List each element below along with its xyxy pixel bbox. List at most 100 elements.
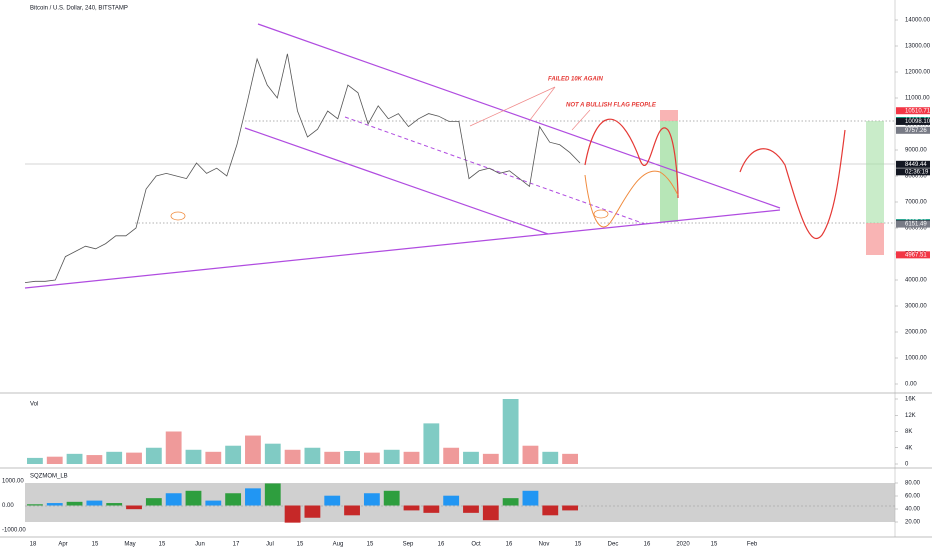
momentum-tick-label: 1000.00 (2, 479, 24, 485)
volume-bar (185, 449, 202, 464)
momentum-bar (423, 505, 440, 513)
momentum-bar (126, 505, 142, 510)
volume-bar (245, 435, 261, 464)
time-tick-label: Sep (403, 542, 414, 548)
time-tick-label: 2020 (676, 542, 690, 548)
target-zone (866, 121, 884, 223)
time-tick-label: 15 (367, 542, 374, 548)
price-tag (896, 220, 930, 228)
price-tag (896, 160, 930, 168)
volume-bar (106, 451, 123, 464)
price-tick-label: 7000.00 (905, 200, 927, 206)
momentum-bar (522, 490, 539, 506)
volume-tick-label: 12K (905, 413, 916, 419)
price-tag (896, 126, 930, 134)
volume-bar (205, 451, 222, 464)
momentum-bar (344, 505, 360, 516)
volume-bar (443, 447, 460, 464)
momentum-bar (66, 501, 83, 506)
momentum-bar (86, 500, 103, 506)
volume-bar (562, 453, 578, 464)
volume-tick-label: 0 (905, 462, 909, 468)
volume-bar (304, 447, 321, 464)
price-tick-label: 8000.00 (905, 174, 927, 180)
price-tick-label: 1000.00 (905, 356, 927, 362)
trendline (24, 209, 781, 289)
price-tick-label: 13000.00 (905, 44, 931, 50)
momentum-bar (324, 495, 341, 506)
time-tick-label: 15 (159, 542, 166, 548)
volume-bar (264, 443, 281, 464)
momentum-bar (264, 483, 281, 506)
chart-title: Bitcoin / U.S. Dollar, 240, BITSTAMP (30, 6, 128, 12)
countdown-tag (896, 168, 930, 176)
momentum-bar (27, 504, 43, 506)
price-tag-label: 6151.49 (905, 222, 927, 228)
price-tick-label: 9000.00 (905, 148, 927, 154)
pane-label: SQZMOM_LB (30, 474, 68, 480)
momentum-bar (482, 505, 499, 521)
momentum-tick-label: 0.00 (2, 503, 14, 509)
time-tick-label: 16 (644, 542, 651, 548)
volume-bar (363, 452, 380, 464)
momentum-bar (463, 505, 479, 513)
annotation-arrow (529, 86, 556, 121)
price-tick-label: 0.00 (905, 382, 917, 388)
eye-icon (593, 209, 609, 219)
momentum-tick-label: -1000.00 (2, 528, 26, 534)
stop-zone (866, 223, 884, 255)
volume-bar (66, 453, 83, 464)
price-tag-label: 10510.71 (905, 108, 931, 114)
momentum-bar (245, 488, 261, 506)
momentum-bar (363, 493, 380, 506)
volume-bar (46, 456, 63, 464)
time-tick-label: 15 (297, 542, 304, 548)
volume-bar (463, 451, 479, 464)
momentum-bar (225, 493, 242, 506)
price-tag-label: 9757.26 (905, 128, 927, 134)
time-tick-label: 15 (92, 542, 99, 548)
pane-label: Vol (30, 402, 38, 408)
momentum-bar (106, 503, 123, 506)
price-tick-label: 6000.00 (905, 226, 927, 232)
momentum-bar (145, 498, 162, 506)
momentum-bar (403, 505, 420, 511)
stop-zone (660, 110, 678, 121)
momentum-bar (443, 495, 460, 506)
volume-bar (284, 449, 301, 464)
volume-bar (403, 451, 420, 464)
price-line (24, 53, 581, 283)
time-tick-label: May (124, 542, 135, 548)
time-tick-label: Dec (608, 542, 619, 548)
volume-bar (542, 451, 559, 464)
time-tick-label: Aug (333, 542, 344, 548)
time-tick-label: Jun (195, 542, 205, 548)
volume-tick-label: 4K (905, 445, 912, 451)
annotation-arrow (571, 109, 591, 131)
annotation: FAILED 10K AGAIN (548, 77, 603, 83)
price-tick-label: 3000.00 (905, 304, 927, 310)
volume-tick-label: 8K (905, 429, 912, 435)
time-tick-label: 17 (233, 542, 240, 548)
price-tag-label: 10098.10 (905, 119, 931, 125)
projection-curve (739, 129, 846, 240)
volume-bar (225, 445, 242, 464)
eye-icon (170, 211, 186, 221)
time-tick-label: 16 (506, 542, 513, 548)
price-tag-label: 4967.51 (905, 252, 927, 258)
rsi-tick-label: 40.00 (905, 507, 921, 513)
time-tick-label: 18 (30, 542, 37, 548)
time-tick-label: Jul (266, 542, 274, 548)
volume-tick-label: 16K (905, 397, 916, 403)
price-tick-label: 4000.00 (905, 278, 927, 284)
momentum-bar (502, 498, 519, 506)
annotation: NOT A BULLISH FLAG PEOPLE (566, 103, 657, 109)
momentum-bar (205, 500, 222, 506)
volume-bar (86, 455, 103, 464)
rsi-tick-label: 20.00 (905, 520, 921, 526)
volume-bar (126, 452, 142, 464)
volume-bar (522, 445, 539, 464)
time-tick-label: 15 (711, 542, 718, 548)
